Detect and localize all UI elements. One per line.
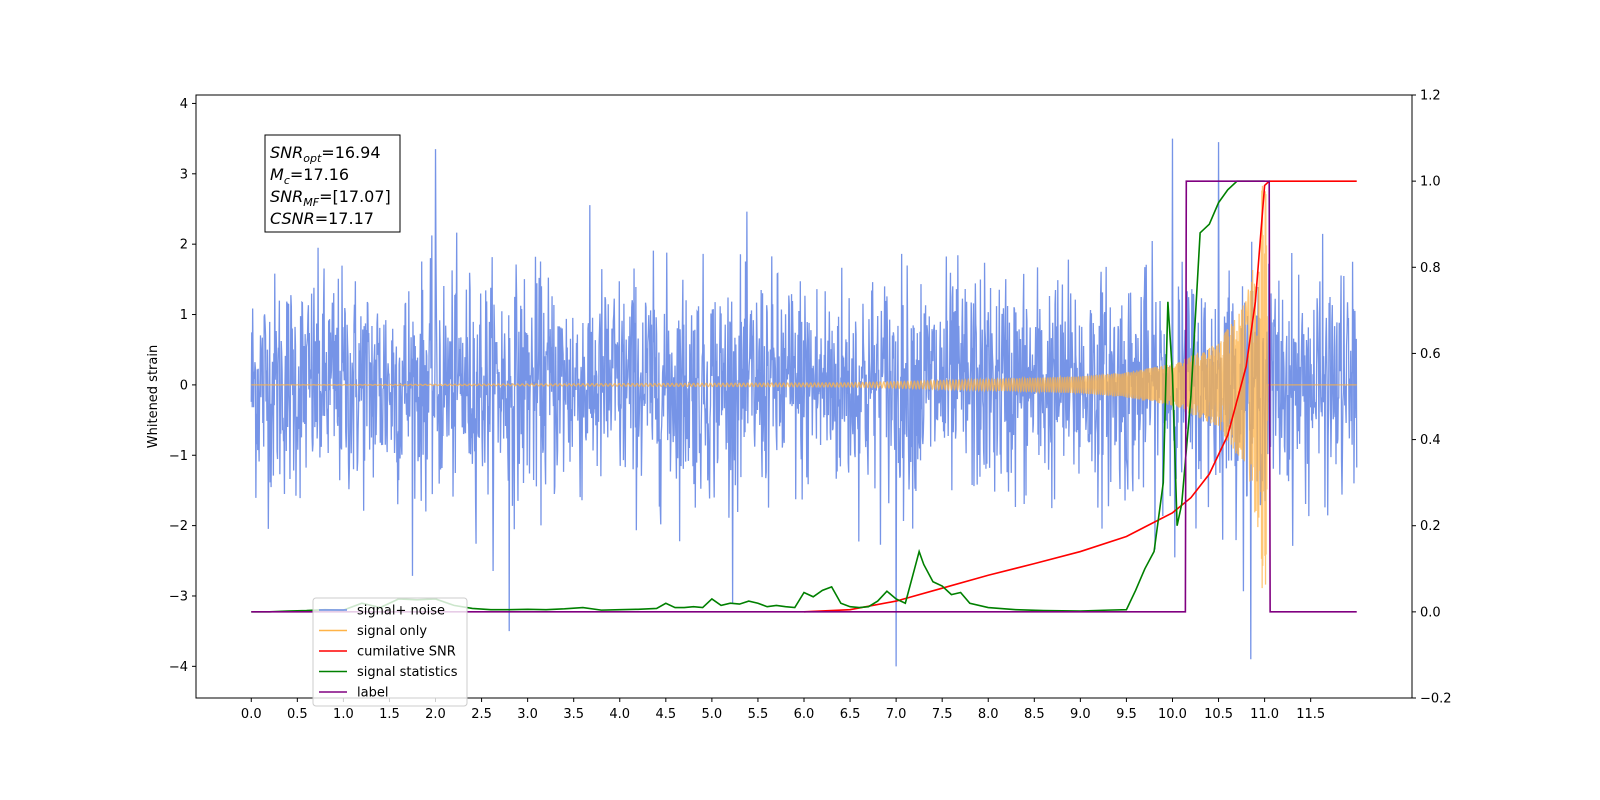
y-tick-label: 1	[180, 308, 188, 323]
annotation-value: =[17.07]	[319, 187, 391, 206]
y2-tick-label: 0.4	[1420, 433, 1441, 448]
annotation-variable: SNR	[270, 187, 303, 206]
y-tick-label: 4	[180, 97, 188, 112]
x-tick-label: 4.5	[655, 707, 676, 722]
x-tick-label: 6.5	[840, 707, 861, 722]
y-tick-label: 2	[180, 238, 188, 253]
annotation-line: CSNR=17.17	[270, 209, 374, 228]
y-axis-title: Whitened strain	[146, 345, 161, 448]
y2-tick-label: 0.8	[1420, 261, 1441, 276]
series-line-label	[251, 180, 1357, 613]
annotation-variable: CSNR	[270, 209, 315, 228]
legend-frame	[312, 597, 468, 707]
x-tick-label: 8.5	[1024, 707, 1045, 722]
x-tick-label: 11.5	[1296, 707, 1325, 722]
x-tick-label: 3.0	[517, 707, 538, 722]
x-tick-label: 10.5	[1204, 707, 1233, 722]
annotation-line: SNRMF=[17.07]	[270, 187, 391, 209]
x-tick-label: 8.0	[978, 707, 999, 722]
y-tick-label: 0	[180, 378, 188, 393]
x-tick-label: 7.5	[932, 707, 953, 722]
series-layer	[250, 138, 1358, 667]
annotation-subscript: MF	[303, 196, 319, 209]
y-tick-label: −1	[169, 449, 188, 464]
legend-label: signal+ noise	[357, 604, 445, 619]
x-tick-label: 2.5	[471, 707, 492, 722]
x-tick-label: 9.0	[1070, 707, 1091, 722]
x-tick-label: 6.0	[794, 707, 815, 722]
series-line-cumilative-snr	[803, 180, 1357, 613]
y2-tick-label: −0.2	[1420, 692, 1452, 707]
x-tick-label: 5.0	[702, 707, 723, 722]
x-tick-label: 3.5	[563, 707, 584, 722]
y-tick-label: 3	[180, 167, 188, 182]
x-tick-label: 2.0	[425, 707, 446, 722]
legend-label: signal only	[357, 624, 427, 639]
annotation-value: =17.16	[290, 165, 349, 184]
x-tick-label: 11.0	[1250, 707, 1279, 722]
y2-tick-label: 0.6	[1420, 347, 1441, 362]
annotation-subscript: c	[284, 174, 290, 187]
annotation-variable: SNR	[270, 143, 303, 162]
annotation-box: SNRopt=16.94Mc=17.16SNRMF=[17.07]CSNR=17…	[264, 134, 401, 233]
annotation-value: =16.94	[321, 143, 380, 162]
x-tick-label: 7.0	[886, 707, 907, 722]
annotation-frame	[264, 134, 401, 233]
x-tick-label: 9.5	[1116, 707, 1137, 722]
x-tick-label: 1.5	[379, 707, 400, 722]
axes-layer: 0.0 0.5 1.0 1.5 2.0 2.5 3.0 3.5 4.0 4.5 5.0 5.5 6.0 6…	[146, 89, 1452, 723]
y2-tick-label: 1.0	[1420, 175, 1441, 190]
y2-tick-label: 1.2	[1420, 89, 1441, 104]
legend-label: signal statistics	[357, 665, 458, 680]
annotation-variable: M	[270, 165, 284, 184]
x-tick-label: 0.5	[287, 707, 308, 722]
annotation-value: =17.17	[315, 209, 374, 228]
y-tick-label: −3	[169, 589, 188, 604]
annotation-line: Mc=17.16	[270, 165, 349, 187]
legend: signal+ noise signal only cumilative SNR si…	[312, 597, 468, 707]
y2-tick-label: 0.0	[1420, 605, 1441, 620]
y-tick-label: −4	[169, 660, 188, 675]
x-tick-label: 1.0	[333, 707, 354, 722]
annotation-subscript: opt	[303, 152, 322, 165]
legend-label: cumilative SNR	[357, 645, 456, 660]
x-tick-label: 10.0	[1158, 707, 1187, 722]
y2-tick-label: 0.2	[1420, 519, 1441, 534]
y-tick-label: −2	[169, 519, 188, 534]
x-tick-label: 0.0	[241, 707, 262, 722]
legend-label: label	[357, 686, 388, 701]
series-line-signal-noise	[250, 138, 1358, 667]
x-tick-label: 4.0	[609, 707, 630, 722]
x-tick-label: 5.5	[748, 707, 769, 722]
annotation-line: SNRopt=16.94	[270, 143, 381, 165]
series-line-signal-statistics	[251, 180, 1265, 613]
